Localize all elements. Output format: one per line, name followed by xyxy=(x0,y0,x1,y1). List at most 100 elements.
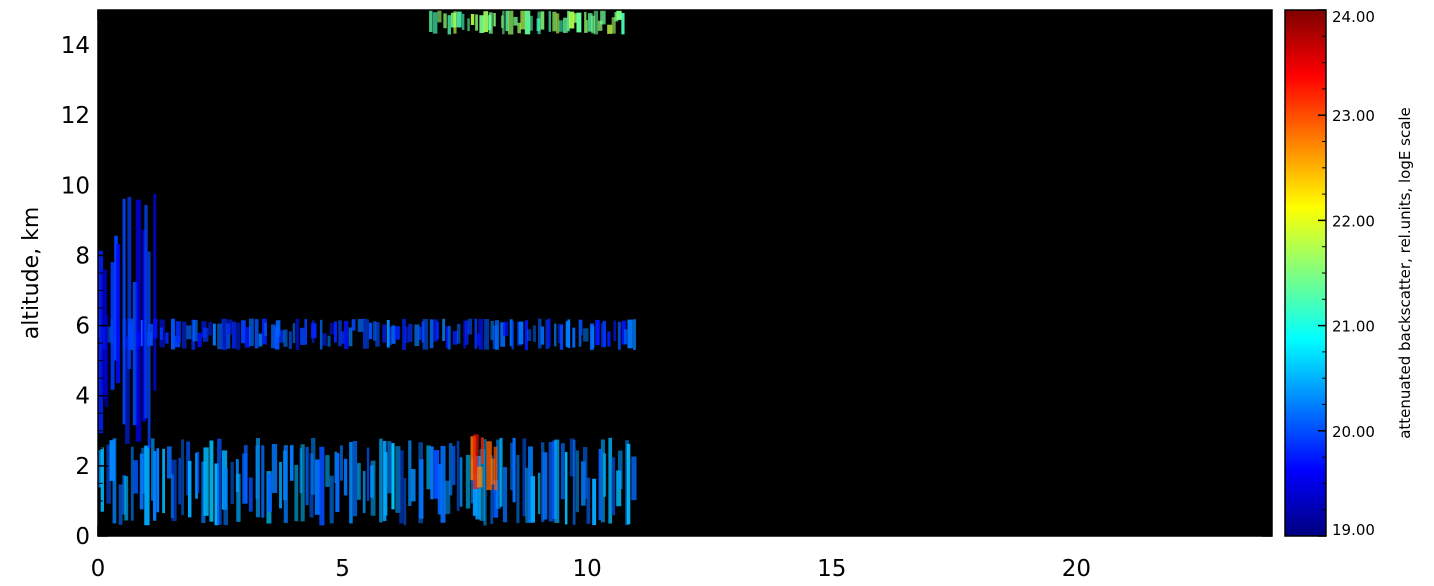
heatmap-cell xyxy=(289,445,294,481)
heatmap-cell xyxy=(130,446,134,521)
heatmap-cell xyxy=(493,480,499,518)
heatmap-cell xyxy=(244,327,251,348)
heatmap-cell xyxy=(592,478,597,526)
heatmap-cell xyxy=(357,318,364,332)
heatmap-cell xyxy=(104,314,109,407)
heatmap-cell xyxy=(372,321,377,341)
heatmap-cell xyxy=(507,10,514,35)
heatmap-cell xyxy=(391,443,395,510)
colorbar-tick-label: 20.00 xyxy=(1332,423,1375,441)
heatmap-feature xyxy=(429,10,625,35)
heatmap-cell xyxy=(442,318,446,341)
heatmap-cell xyxy=(109,440,115,481)
heatmap-cell xyxy=(593,10,599,35)
heatmap-cell xyxy=(399,450,404,524)
heatmap-cell xyxy=(633,319,637,350)
y-tick-label: 2 xyxy=(75,454,90,480)
heatmap-cell xyxy=(343,458,348,496)
heatmap-cell xyxy=(443,13,447,29)
heatmap-cell xyxy=(382,324,387,343)
heatmap-cell xyxy=(404,326,409,344)
heatmap-cell xyxy=(402,318,406,350)
heatmap-cell xyxy=(335,453,340,513)
heatmap-cell xyxy=(499,437,503,507)
heatmap-cell xyxy=(552,11,557,32)
heatmap-cell xyxy=(196,451,200,494)
heatmap-cell xyxy=(459,457,463,507)
heatmap-cell xyxy=(591,15,595,34)
heatmap-cell xyxy=(383,452,388,516)
heatmap-cell xyxy=(488,12,493,34)
heatmap-cell xyxy=(548,11,551,32)
colorbar-axis: 19.00 20.00 21.00 22.00 23.00 24.00 xyxy=(1318,8,1375,539)
heatmap-cell xyxy=(387,441,392,494)
heatmap-cell xyxy=(587,13,593,32)
x-tick-label: 20 xyxy=(1062,556,1091,582)
heatmap-cell xyxy=(560,443,565,500)
heatmap-cell xyxy=(156,448,160,513)
heatmap-cell xyxy=(429,319,434,349)
heatmap-cell xyxy=(567,10,570,32)
heatmap-cell xyxy=(437,464,442,515)
heatmap-cell xyxy=(283,329,288,347)
heatmap-cell xyxy=(151,438,155,501)
heatmap-cell xyxy=(349,441,353,524)
heatmap-cell xyxy=(153,193,157,392)
heatmap-cell xyxy=(586,477,591,524)
heatmap-cell xyxy=(529,15,533,31)
heatmap-cell xyxy=(106,444,111,504)
heatmap-cell xyxy=(537,11,541,35)
heatmap-cell xyxy=(165,332,169,344)
heatmap-cell xyxy=(472,474,478,516)
heatmap-cell xyxy=(254,319,259,349)
heatmap-cell xyxy=(611,17,616,34)
heatmap-cell xyxy=(227,319,233,335)
heatmap-cell xyxy=(597,20,603,31)
heatmap-cell xyxy=(524,10,531,35)
heatmap-cell xyxy=(463,320,467,349)
heatmap-cell xyxy=(208,322,212,336)
heatmap-cell xyxy=(542,452,548,520)
heatmap-cell xyxy=(461,13,465,30)
heatmap-cell xyxy=(300,444,305,522)
heatmap-cell xyxy=(474,333,481,346)
heatmap-cell xyxy=(391,325,396,344)
heatmap-cell xyxy=(132,281,138,426)
heatmap-feature xyxy=(98,437,637,526)
heatmap-cell xyxy=(340,445,343,481)
heatmap-cell xyxy=(304,319,307,345)
heatmap-cell xyxy=(124,476,129,521)
heatmap-cell xyxy=(370,460,376,516)
heatmap-cell xyxy=(436,321,439,340)
heatmap-cell xyxy=(255,438,260,518)
heatmap-cell xyxy=(192,319,198,342)
heatmap-cell xyxy=(528,446,533,523)
heatmap-cell xyxy=(394,326,401,340)
heatmap-cell xyxy=(627,319,633,349)
heatmap-cell xyxy=(366,319,369,349)
heatmap-cell xyxy=(591,326,595,348)
heatmap-cell xyxy=(583,328,589,342)
heatmap-cell xyxy=(98,450,102,488)
heatmap-cell xyxy=(479,15,485,33)
heatmap-cell xyxy=(452,330,458,345)
heatmap-cell xyxy=(567,319,571,349)
heatmap-cell xyxy=(505,10,509,32)
heatmap-cell xyxy=(467,318,473,335)
y-tick-label: 14 xyxy=(61,33,90,59)
heatmap-feature xyxy=(470,434,498,491)
heatmap-cell xyxy=(283,445,288,523)
heatmap-cell xyxy=(135,199,142,442)
colorbar-tick-label: 22.00 xyxy=(1332,212,1375,230)
heatmap-cell xyxy=(403,477,407,526)
heatmap-cell xyxy=(288,331,292,349)
y-tick-label: 6 xyxy=(75,314,90,340)
heatmap-cell xyxy=(181,321,187,349)
heatmap-cell xyxy=(502,10,505,35)
heatmap-cell xyxy=(395,446,401,513)
heatmap-cell xyxy=(275,320,281,337)
heatmap-cell xyxy=(351,319,356,331)
heatmap-cell xyxy=(236,473,241,522)
heatmap-cell xyxy=(368,322,373,340)
heatmap-cell xyxy=(178,457,181,505)
